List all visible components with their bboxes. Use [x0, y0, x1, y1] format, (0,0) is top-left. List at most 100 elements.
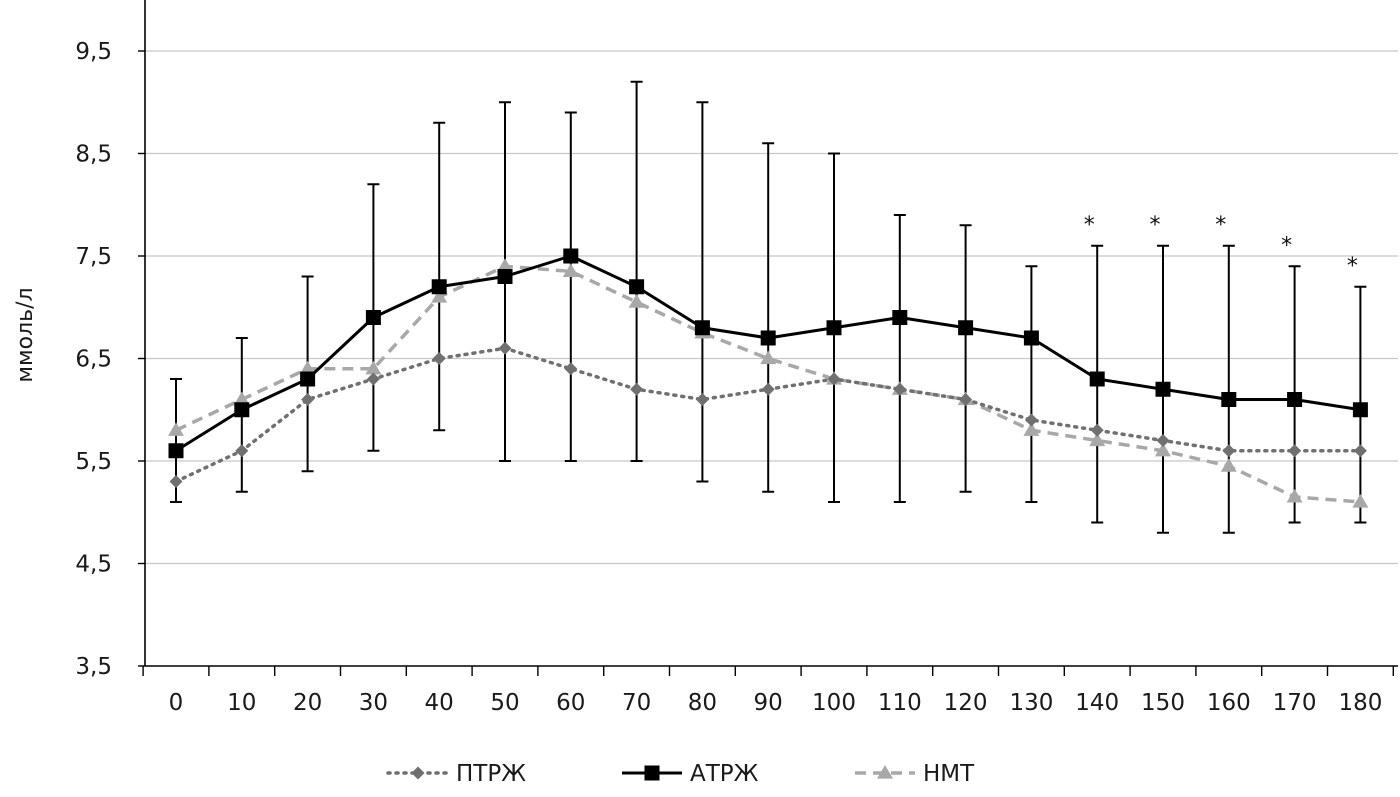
data-point — [1286, 488, 1303, 503]
data-point — [300, 371, 316, 387]
x-tick-label: 90 — [754, 690, 783, 716]
data-point — [432, 352, 446, 365]
data-point — [760, 330, 776, 346]
legend-item: НМТ — [855, 761, 975, 787]
x-tick-label: 70 — [622, 690, 651, 716]
data-point — [497, 269, 513, 284]
series — [168, 248, 1369, 508]
data-point — [1287, 392, 1303, 407]
data-point — [826, 320, 842, 336]
data-point — [694, 320, 710, 336]
x-tick-label: 60 — [556, 690, 585, 716]
data-point — [365, 360, 382, 375]
x-tick-label: 170 — [1273, 690, 1317, 716]
data-point — [958, 320, 974, 336]
x-tick-label: 180 — [1338, 690, 1382, 716]
x-tick-label: 110 — [878, 690, 922, 716]
data-point — [563, 248, 579, 264]
data-point — [1353, 444, 1367, 458]
data-point — [168, 443, 184, 459]
data-point — [629, 279, 645, 295]
y-tick-label: 5,5 — [75, 449, 112, 475]
data-point — [893, 382, 907, 396]
data-point — [1155, 442, 1171, 457]
data-point — [628, 294, 645, 308]
data-point — [1222, 444, 1236, 458]
data-point — [760, 350, 777, 365]
data-point — [1089, 432, 1106, 447]
series-diamond — [169, 341, 1367, 488]
y-tick-label: 9,5 — [75, 39, 112, 65]
x-tick-label: 140 — [1075, 690, 1119, 716]
error-bar — [893, 214, 906, 503]
data-point — [233, 391, 250, 406]
x-tick-label: 20 — [293, 690, 322, 716]
y-tick-label: 7,5 — [75, 244, 112, 270]
x-tick-label: 0 — [169, 690, 184, 716]
data-point — [365, 310, 381, 325]
significance-markers: * * * * * — [1084, 213, 1358, 279]
x-tick-label: 50 — [490, 690, 519, 716]
data-point — [1024, 413, 1038, 427]
y-tick-label: 3,5 — [75, 654, 112, 680]
significance-star: * — [1281, 233, 1292, 258]
data-point — [366, 372, 380, 386]
data-point — [827, 372, 841, 386]
data-point — [234, 402, 250, 418]
legend: ПТРЖ АТРЖ НМТ — [386, 761, 975, 787]
grid-lines — [145, 50, 1398, 565]
y-tick-labels: 3,5 4,5 5,5 6,5 7,5 8,5 9,5 — [75, 39, 112, 680]
error-bar — [762, 142, 775, 493]
data-point — [1220, 458, 1237, 472]
error-bar — [696, 101, 709, 483]
x-tick-label: 80 — [688, 690, 717, 716]
data-point — [431, 279, 447, 295]
error-bar — [959, 224, 972, 493]
significance-star: * — [1084, 213, 1095, 238]
data-point — [695, 393, 709, 406]
legend-label: ПТРЖ — [456, 761, 526, 787]
legend-item: ПТРЖ — [386, 761, 526, 787]
data-point — [1090, 423, 1104, 437]
x-tick-label: 130 — [1009, 690, 1053, 716]
data-point — [235, 444, 249, 458]
data-point — [1352, 494, 1369, 508]
data-point — [299, 360, 316, 375]
data-point — [498, 341, 512, 355]
series-square — [168, 248, 1368, 459]
significance-star: * — [1150, 213, 1161, 238]
data-point — [168, 422, 184, 436]
data-point — [169, 475, 183, 488]
data-point — [1023, 330, 1039, 346]
significance-star: * — [1347, 254, 1358, 279]
data-point — [892, 310, 908, 325]
legend-marker — [644, 765, 660, 781]
data-point — [497, 258, 513, 272]
y-tick-label: 8,5 — [75, 142, 112, 168]
data-point — [1288, 444, 1302, 458]
x-tick-labels: 0 10 20 30 40 50 60 70 80 90 100 110 120 130 140 150 160… — [169, 690, 1383, 716]
data-point — [562, 263, 579, 277]
data-point — [431, 289, 448, 303]
legend-label: НМТ — [923, 761, 975, 787]
error-bar — [1222, 244, 1235, 534]
error-bar — [433, 121, 446, 432]
data-point — [1089, 371, 1105, 387]
error-bars — [170, 80, 1367, 534]
significance-star: * — [1215, 213, 1226, 238]
x-tick-label: 120 — [944, 690, 988, 716]
data-point — [630, 382, 644, 396]
data-point — [959, 393, 973, 406]
y-axis-title: ммоль/л — [13, 287, 38, 382]
data-point — [564, 362, 578, 376]
data-point — [761, 382, 775, 396]
data-point — [301, 393, 315, 406]
x-tick-label: 30 — [359, 690, 388, 716]
legend-marker — [877, 765, 893, 779]
y-tick-label: 4,5 — [75, 552, 112, 578]
data-point — [1156, 434, 1170, 447]
x-tick-label: 150 — [1141, 690, 1185, 716]
axes — [138, 0, 1398, 676]
legend-label: АТРЖ — [690, 761, 759, 787]
error-bar — [564, 111, 577, 462]
